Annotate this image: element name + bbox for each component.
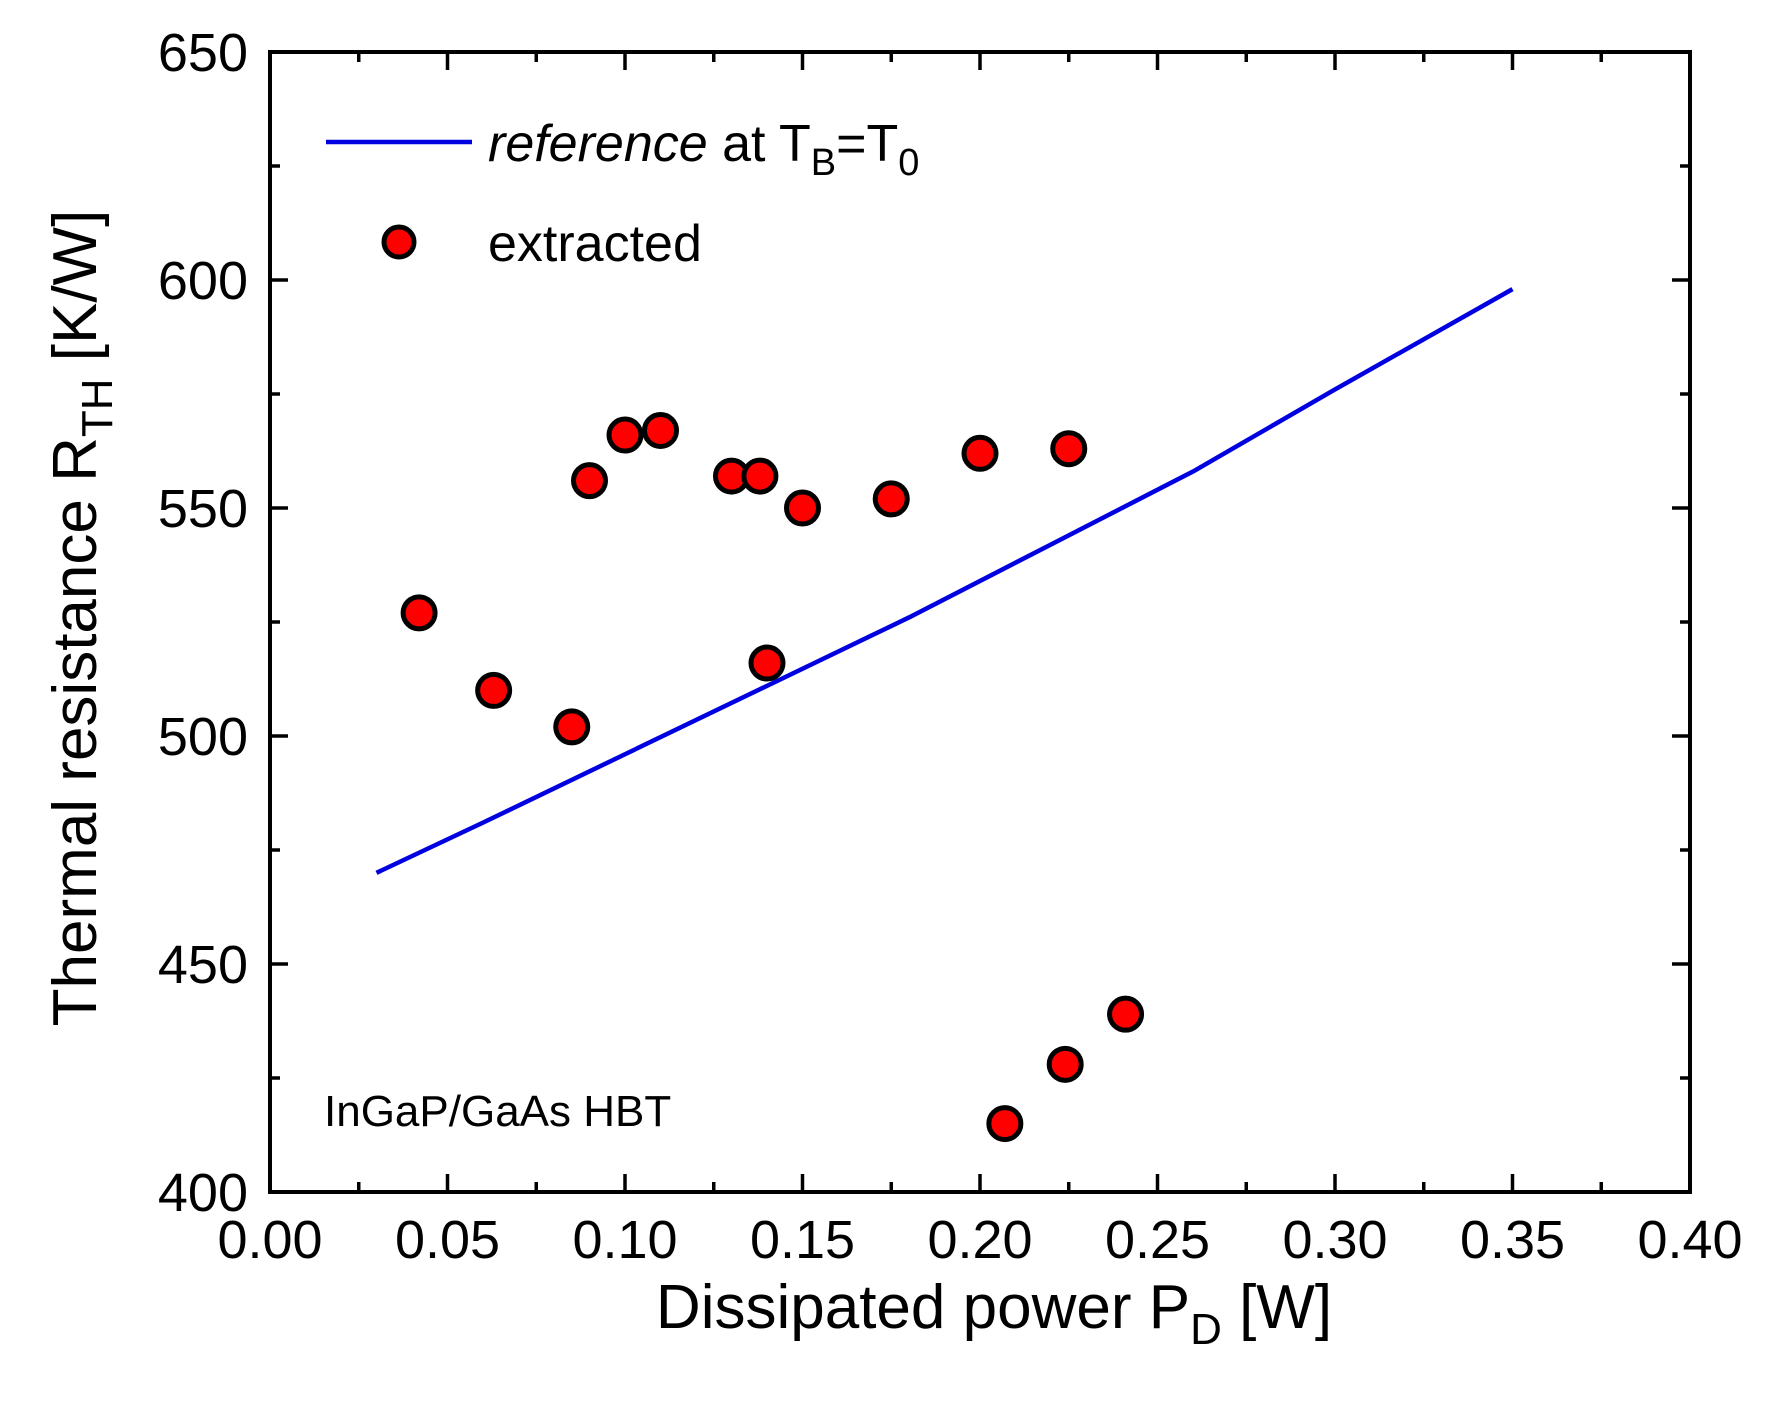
legend-reference-italic: reference xyxy=(488,115,708,173)
y-axis-title-unit: [K/W] xyxy=(41,210,110,379)
extracted-data-point xyxy=(784,489,821,527)
extracted-data-point xyxy=(1107,995,1145,1033)
extracted-series-points xyxy=(400,411,1145,1143)
legend-reference-text2: =T xyxy=(836,115,898,173)
y-axis-title-main: Thermal resistance R xyxy=(41,437,110,1026)
extracted-data-point xyxy=(741,457,779,495)
x-tick-label: 0.20 xyxy=(927,1210,1032,1270)
extracted-data-point xyxy=(571,462,608,500)
legend: reference at TB=T0 extracted xyxy=(326,115,919,273)
y-axis-title: Thermal resistance RTH [K/W] xyxy=(41,210,122,1027)
x-axis-title-unit: [W] xyxy=(1222,1273,1332,1342)
y-tick-label: 450 xyxy=(158,935,248,995)
x-tick-label: 0.00 xyxy=(217,1210,322,1270)
legend-entry-extracted: extracted xyxy=(488,215,702,273)
x-tick-label: 0.25 xyxy=(1105,1210,1210,1270)
extracted-data-point xyxy=(642,411,679,449)
y-tick-labels: 400 450 500 550 600 650 xyxy=(158,23,248,1223)
extracted-data-point xyxy=(748,644,786,682)
y-tick-label: 500 xyxy=(158,707,248,767)
extracted-data-point xyxy=(475,671,513,709)
extracted-data-point xyxy=(606,416,644,454)
x-tick-label: 0.05 xyxy=(395,1210,500,1270)
y-axis-title-sub: TH xyxy=(73,378,122,437)
plot-frame xyxy=(268,50,1692,1194)
reference-series-line xyxy=(375,287,1514,875)
extracted-data-point xyxy=(1046,1045,1084,1083)
legend-reference-sub1: B xyxy=(811,142,836,184)
extracted-data-point xyxy=(872,480,910,518)
x-tick-label: 0.30 xyxy=(1282,1210,1387,1270)
x-axis-title-sub: D xyxy=(1190,1305,1222,1354)
extracted-data-point xyxy=(986,1105,1024,1143)
x-axis-title-main: Dissipated power P xyxy=(656,1273,1190,1342)
x-tick-label: 0.10 xyxy=(572,1210,677,1270)
x-tick-label: 0.40 xyxy=(1637,1210,1742,1270)
extracted-data-point xyxy=(400,594,438,632)
x-axis-title: Dissipated power PD [W] xyxy=(656,1273,1332,1354)
y-tick-label: 650 xyxy=(158,23,248,83)
extracted-data-point xyxy=(961,434,999,472)
x-tick-labels: 0.00 0.05 0.10 0.15 0.20 0.25 0.30 0.35 0.40 xyxy=(217,1210,1742,1270)
legend-marker-swatch xyxy=(381,224,417,260)
tick-marks xyxy=(268,50,1692,1194)
extracted-data-point xyxy=(1050,430,1088,468)
legend-reference-sub2: 0 xyxy=(898,142,919,184)
legend-entry-reference: reference at TB=T0 xyxy=(488,115,919,184)
y-tick-label: 550 xyxy=(158,479,248,539)
extracted-data-point xyxy=(553,708,591,746)
y-tick-label: 400 xyxy=(158,1163,248,1223)
x-tick-label: 0.35 xyxy=(1460,1210,1565,1270)
x-tick-label: 0.15 xyxy=(750,1210,855,1270)
legend-reference-text: at T xyxy=(708,115,811,173)
device-annotation: InGaP/GaAs HBT xyxy=(324,1087,671,1136)
y-tick-label: 600 xyxy=(158,251,248,311)
